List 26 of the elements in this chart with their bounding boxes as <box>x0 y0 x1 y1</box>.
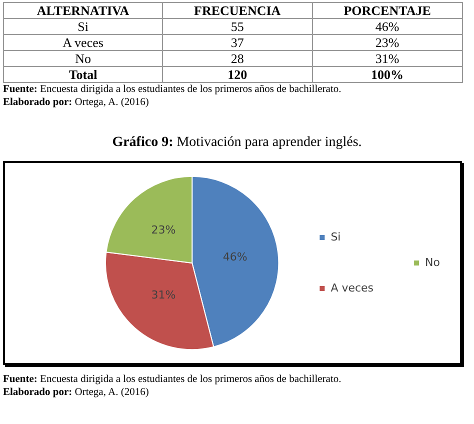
text: Total <box>4 66 163 82</box>
text: No <box>4 50 163 66</box>
text: Si <box>4 18 163 34</box>
text: 100% <box>312 66 462 82</box>
text: 46% <box>312 18 462 34</box>
text: 120 <box>162 66 312 82</box>
text: 31% <box>312 50 462 66</box>
text: 28 <box>162 50 312 66</box>
text: ALTERNATIVA <box>4 2 163 18</box>
text: Elaborado por: Ortega, A. (2016) <box>3 386 150 399</box>
text: Elaborado por: Ortega, A. (2016) <box>3 96 150 109</box>
text: FRECUENCIA <box>162 2 312 18</box>
source-note: Fuente: Encuesta dirigida a los estudiantes de los primeros años de bachillerato. <box>3 373 342 386</box>
text: 37 <box>162 34 312 50</box>
text: A veces <box>4 34 163 50</box>
text: 55 <box>162 18 312 34</box>
data-label: 46% <box>222 250 248 264</box>
data-label: 23% <box>151 223 176 236</box>
data-label: 31% <box>151 288 176 302</box>
chart-title: Gráfico 9: Motivación para aprender inglés. <box>111 135 363 151</box>
text: PORCENTAJE <box>312 2 462 18</box>
legend-label: Si <box>330 230 341 244</box>
legend-label: No <box>425 256 440 269</box>
text: 23% <box>312 34 462 50</box>
source-note: Fuente: Encuesta dirigida a los estudiantes de los primeros años de bachillerato. <box>3 83 342 96</box>
legend-label: A veces <box>330 281 374 294</box>
